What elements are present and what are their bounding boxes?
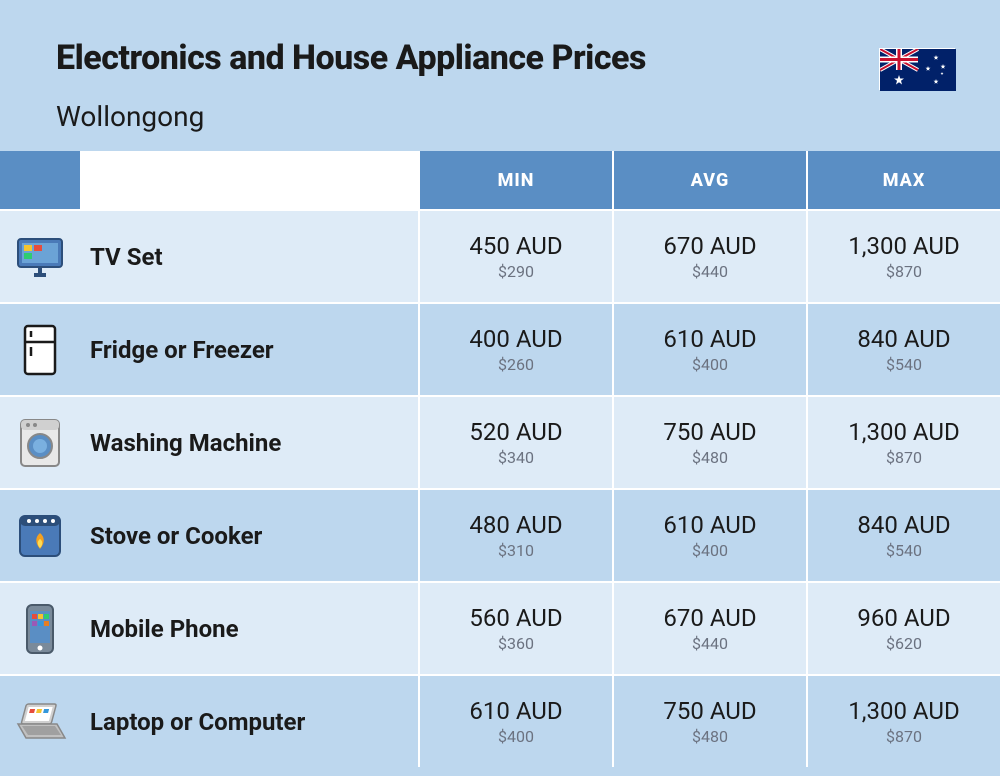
cell-min: 560 AUD $360 xyxy=(418,583,612,674)
max-aud: 1,300 AUD xyxy=(848,697,959,725)
avg-aud: 610 AUD xyxy=(663,325,756,353)
table-row: Fridge or Freezer 400 AUD $260 610 AUD $… xyxy=(0,302,1000,395)
avg-aud: 610 AUD xyxy=(663,511,756,539)
min-usd: $360 xyxy=(498,634,534,653)
cell-max: 840 AUD $540 xyxy=(806,490,1000,581)
cell-avg: 750 AUD $480 xyxy=(612,397,806,488)
avg-aud: 750 AUD xyxy=(663,697,756,725)
avg-aud: 670 AUD xyxy=(663,604,756,632)
item-name: TV Set xyxy=(80,211,418,302)
stove-icon xyxy=(0,490,80,581)
avg-usd: $400 xyxy=(692,541,728,560)
washing-machine-icon xyxy=(0,397,80,488)
max-aud: 1,300 AUD xyxy=(848,232,959,260)
table-header: MIN AVG MAX xyxy=(0,151,1000,209)
min-aud: 560 AUD xyxy=(469,604,562,632)
avg-usd: $480 xyxy=(692,727,728,746)
cell-max: 840 AUD $540 xyxy=(806,304,1000,395)
table-row: Laptop or Computer 610 AUD $400 750 AUD … xyxy=(0,674,1000,767)
table-row: Stove or Cooker 480 AUD $310 610 AUD $40… xyxy=(0,488,1000,581)
avg-aud: 750 AUD xyxy=(663,418,756,446)
min-aud: 610 AUD xyxy=(469,697,562,725)
australia-flag-icon xyxy=(879,48,955,90)
max-usd: $870 xyxy=(886,262,922,281)
max-usd: $870 xyxy=(886,727,922,746)
cell-min: 450 AUD $290 xyxy=(418,211,612,302)
header-icon-col xyxy=(0,151,80,209)
cell-avg: 610 AUD $400 xyxy=(612,304,806,395)
cell-max: 1,300 AUD $870 xyxy=(806,397,1000,488)
cell-max: 960 AUD $620 xyxy=(806,583,1000,674)
header-name-col xyxy=(80,151,418,209)
min-aud: 450 AUD xyxy=(469,232,562,260)
price-table: MIN AVG MAX TV Set xyxy=(0,151,1000,767)
max-aud: 840 AUD xyxy=(857,511,950,539)
table-row: Mobile Phone 560 AUD $360 670 AUD $440 9… xyxy=(0,581,1000,674)
min-usd: $400 xyxy=(498,727,534,746)
avg-usd: $400 xyxy=(692,355,728,374)
item-name: Washing Machine xyxy=(80,397,418,488)
min-aud: 400 AUD xyxy=(469,325,562,353)
min-usd: $260 xyxy=(498,355,534,374)
page-title: Electronics and House Appliance Prices xyxy=(56,38,944,78)
item-name: Mobile Phone xyxy=(80,583,418,674)
header: Electronics and House Appliance Prices W… xyxy=(0,0,1000,151)
cell-avg: 750 AUD $480 xyxy=(612,676,806,767)
min-aud: 480 AUD xyxy=(469,511,562,539)
min-aud: 520 AUD xyxy=(469,418,562,446)
header-max: MAX xyxy=(806,151,1000,209)
max-aud: 1,300 AUD xyxy=(848,418,959,446)
cell-min: 480 AUD $310 xyxy=(418,490,612,581)
table-body: TV Set 450 AUD $290 670 AUD $440 1,300 A… xyxy=(0,209,1000,767)
min-usd: $290 xyxy=(498,262,534,281)
avg-usd: $440 xyxy=(692,262,728,281)
max-usd: $870 xyxy=(886,448,922,467)
item-name: Fridge or Freezer xyxy=(80,304,418,395)
cell-avg: 610 AUD $400 xyxy=(612,490,806,581)
min-usd: $340 xyxy=(498,448,534,467)
cell-avg: 670 AUD $440 xyxy=(612,583,806,674)
cell-avg: 670 AUD $440 xyxy=(612,211,806,302)
tv-icon xyxy=(0,211,80,302)
mobile-phone-icon xyxy=(0,583,80,674)
cell-min: 610 AUD $400 xyxy=(418,676,612,767)
price-table-container: Electronics and House Appliance Prices W… xyxy=(0,0,1000,776)
max-usd: $540 xyxy=(886,541,922,560)
min-usd: $310 xyxy=(498,541,534,560)
max-aud: 840 AUD xyxy=(857,325,950,353)
laptop-icon xyxy=(0,676,80,767)
avg-aud: 670 AUD xyxy=(663,232,756,260)
avg-usd: $440 xyxy=(692,634,728,653)
avg-usd: $480 xyxy=(692,448,728,467)
max-aud: 960 AUD xyxy=(857,604,950,632)
item-name: Stove or Cooker xyxy=(80,490,418,581)
cell-max: 1,300 AUD $870 xyxy=(806,676,1000,767)
header-avg: AVG xyxy=(612,151,806,209)
max-usd: $540 xyxy=(886,355,922,374)
city-subtitle: Wollongong xyxy=(56,100,944,133)
fridge-icon xyxy=(0,304,80,395)
cell-min: 400 AUD $260 xyxy=(418,304,612,395)
cell-max: 1,300 AUD $870 xyxy=(806,211,1000,302)
table-row: TV Set 450 AUD $290 670 AUD $440 1,300 A… xyxy=(0,209,1000,302)
cell-min: 520 AUD $340 xyxy=(418,397,612,488)
max-usd: $620 xyxy=(886,634,922,653)
table-row: Washing Machine 520 AUD $340 750 AUD $48… xyxy=(0,395,1000,488)
item-name: Laptop or Computer xyxy=(80,676,418,767)
header-min: MIN xyxy=(418,151,612,209)
